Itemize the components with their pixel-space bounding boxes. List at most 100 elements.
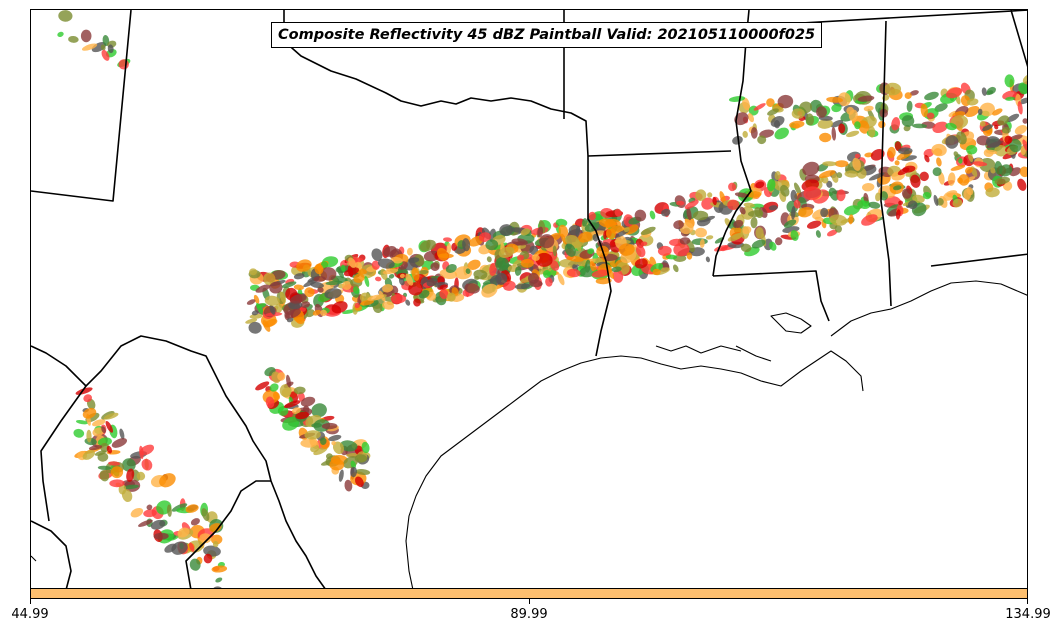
reflectivity-blob [486,256,492,263]
reflectivity-blob [312,309,322,316]
reflectivity-blob [1004,135,1013,144]
reflectivity-blob [814,216,824,222]
reflectivity-blob [139,445,144,460]
reflectivity-blob [732,135,743,145]
reflectivity-blob [103,412,119,420]
reflectivity-blob [281,281,297,288]
reflectivity-blob [894,160,900,166]
reflectivity-blob [695,189,707,201]
reflectivity-blob [595,277,612,285]
reflectivity-blob [340,264,346,272]
reflectivity-blob [591,269,609,278]
reflectivity-blob [837,92,851,107]
reflectivity-blob [354,302,360,309]
reflectivity-blob [209,523,222,533]
reflectivity-blob [575,225,581,237]
reflectivity-blob [932,121,948,134]
reflectivity-blob [693,210,709,221]
reflectivity-blob [661,208,671,217]
reflectivity-blob [215,577,223,583]
reflectivity-blob [657,245,672,256]
reflectivity-blob [701,197,714,210]
reflectivity-blob [564,243,576,257]
reflectivity-blob [166,504,172,517]
reflectivity-blob [189,558,201,571]
coastline-la-east [830,280,1027,337]
reflectivity-blob [293,284,304,291]
reflectivity-blob [742,97,750,111]
reflectivity-blob [445,264,457,273]
reflectivity-blob [545,277,553,287]
reflectivity-blob [245,318,258,324]
reflectivity-blob [894,141,902,152]
reflectivity-blob [290,294,307,304]
coastline-texas [405,350,864,588]
reflectivity-blob [769,241,777,251]
reflectivity-blob [1022,139,1027,152]
reflectivity-blob [101,49,110,61]
reflectivity-blob [300,301,311,308]
reflectivity-blob [679,237,691,245]
reflectivity-blob [705,235,714,240]
reflectivity-blob [150,519,166,530]
border-mexico-states-3 [185,480,271,588]
reflectivity-blob [742,130,748,138]
reflectivity-blob [255,381,270,391]
reflectivity-blob [739,206,746,215]
reflectivity-blob [377,258,395,269]
reflectivity-blob [293,386,306,395]
reflectivity-blob [413,298,421,307]
reflectivity-blob [912,194,925,204]
reflectivity-blob [313,276,326,282]
reflectivity-blob [498,246,515,258]
reflectivity-blob [964,166,973,174]
reflectivity-blob [339,440,358,452]
reflectivity-blob [92,427,105,437]
reflectivity-blob [100,44,106,51]
reflectivity-blob [707,192,713,198]
reflectivity-blob [634,258,648,269]
reflectivity-blob [1004,74,1015,88]
reflectivity-blob [783,219,797,228]
reflectivity-blob [767,108,779,116]
reflectivity-blob [325,280,343,286]
reflectivity-blob [564,235,579,246]
reflectivity-blob [211,565,228,573]
reflectivity-blob [979,102,995,117]
reflectivity-blob [652,268,661,276]
colorbar-tick [1027,599,1028,604]
reflectivity-blob [255,284,271,293]
reflectivity-blob [495,257,510,272]
reflectivity-blob [904,92,912,100]
reflectivity-blob [1009,134,1023,141]
reflectivity-blob [966,144,978,155]
reflectivity-blob [719,191,726,205]
reflectivity-blob [405,299,411,306]
reflectivity-blob [263,272,276,286]
reflectivity-blob [354,476,364,488]
reflectivity-blob [353,273,365,283]
reflectivity-blob [108,461,121,466]
reflectivity-blob [99,470,110,482]
reflectivity-blob [293,273,305,280]
reflectivity-blob [686,207,692,221]
reflectivity-blob [105,421,114,433]
reflectivity-blob [870,149,885,161]
reflectivity-blob [953,151,959,158]
reflectivity-blob [408,257,420,263]
reflectivity-blob [269,281,283,294]
reflectivity-blob [361,441,370,454]
reflectivity-blob [1009,167,1022,177]
reflectivity-blob [774,127,789,140]
reflectivity-blob [371,248,383,261]
reflectivity-blob [426,277,438,287]
reflectivity-blob [857,200,871,209]
reflectivity-blob [826,180,833,188]
border-mexico-states-2 [40,385,87,522]
reflectivity-blob [199,533,212,544]
reflectivity-blob [566,268,581,278]
reflectivity-blob [338,469,344,482]
reflectivity-blob [467,259,481,270]
reflectivity-blob [920,103,928,118]
state-border-tx-ar [587,150,732,157]
